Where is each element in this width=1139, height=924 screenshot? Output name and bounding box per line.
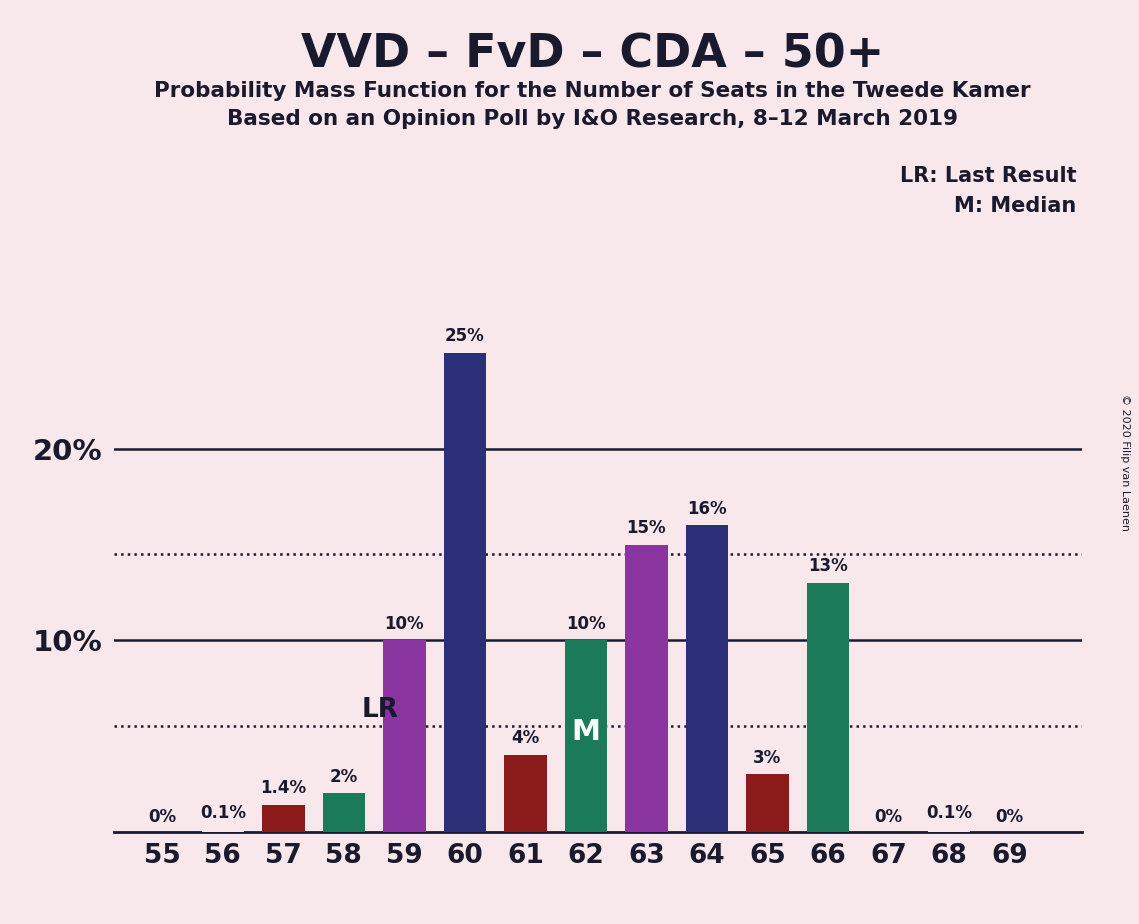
Bar [746,774,788,832]
Bar [322,794,364,832]
Text: VVD – FvD – CDA – 50+: VVD – FvD – CDA – 50+ [301,32,884,78]
Bar [202,830,244,832]
Text: Probability Mass Function for the Number of Seats in the Tweede Kamer: Probability Mass Function for the Number… [154,81,1031,102]
Bar [625,544,667,832]
Text: 2%: 2% [329,768,358,785]
Text: M: M [572,718,600,746]
Text: M: Median: M: Median [954,196,1076,216]
Text: LR: Last Result: LR: Last Result [900,166,1076,187]
Text: 0%: 0% [148,808,177,826]
Bar [262,805,304,832]
Text: 25%: 25% [445,327,485,346]
Text: 0%: 0% [875,808,902,826]
Text: 3%: 3% [753,748,781,767]
Bar [444,353,486,832]
Bar [565,640,607,832]
Bar [806,583,849,832]
Text: 13%: 13% [808,557,847,575]
Text: 4%: 4% [511,729,540,748]
Text: © 2020 Filip van Laenen: © 2020 Filip van Laenen [1121,394,1130,530]
Bar [686,526,728,832]
Text: 0.1%: 0.1% [199,804,246,822]
Text: 10%: 10% [566,614,606,633]
Text: 1.4%: 1.4% [261,779,306,797]
Text: 0%: 0% [995,808,1024,826]
Text: LR: LR [362,697,399,723]
Bar [505,755,547,832]
Text: 15%: 15% [626,519,666,537]
Text: 16%: 16% [687,500,727,517]
Text: 10%: 10% [385,614,424,633]
Text: 0.1%: 0.1% [926,804,972,822]
Bar [928,830,970,832]
Text: Based on an Opinion Poll by I&O Research, 8–12 March 2019: Based on an Opinion Poll by I&O Research… [227,109,958,129]
Bar [383,640,426,832]
